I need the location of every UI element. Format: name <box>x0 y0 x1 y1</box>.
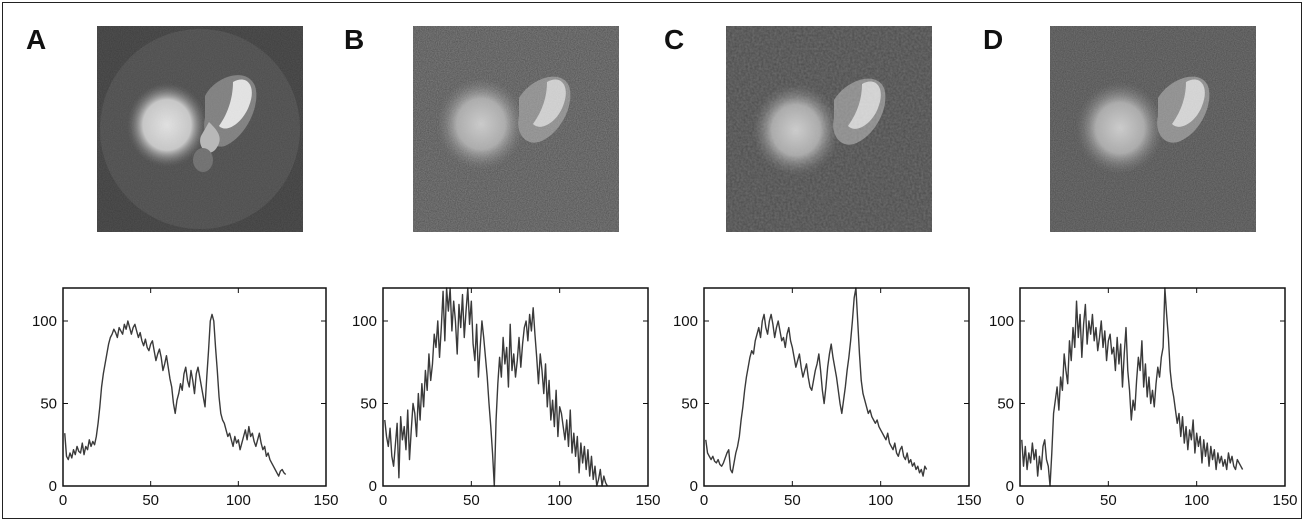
plot-d-xtick-label-3: 150 <box>1272 492 1297 509</box>
plot-c-xtick-label-1: 50 <box>784 492 801 509</box>
plot-d-xtick-label-1: 50 <box>1100 492 1117 509</box>
plot-b-ytick-label-0: 0 <box>369 478 377 495</box>
panel-label-d: D <box>983 24 1004 55</box>
plot-b-xtick-label-0: 0 <box>379 492 387 509</box>
plot-c-xtick-label-0: 0 <box>700 492 708 509</box>
plot-c-axes-box <box>703 287 970 487</box>
plot-a-xtick-label-2: 100 <box>226 492 251 509</box>
plot-d-xtick-label-2: 100 <box>1184 492 1209 509</box>
plot-c-ytick-label-2: 100 <box>673 313 698 330</box>
plot-d-ytick-label-0: 0 <box>1006 478 1014 495</box>
plot-d-line <box>1021 287 1244 487</box>
plot-d-axes-box <box>1019 287 1286 487</box>
plot-a-xtick-label-1: 50 <box>142 492 159 509</box>
plot-d-xtick-label-0: 0 <box>1016 492 1024 509</box>
plot-c-ytick-label-1: 50 <box>681 396 698 413</box>
plot-c-ytick-label-0: 0 <box>690 478 698 495</box>
plot-b-xtick-label-2: 100 <box>547 492 572 509</box>
plot-d-ytick-label-2: 100 <box>989 313 1014 330</box>
panel-label-b: B <box>344 24 365 55</box>
panel-label-a: A <box>26 24 47 55</box>
plot-a-xtick-label-0: 0 <box>59 492 67 509</box>
plot-c-line <box>705 287 928 477</box>
plot-b-ytick-label-1: 50 <box>360 396 377 413</box>
plot-a-ytick-label-0: 0 <box>49 478 57 495</box>
ct-image-c <box>726 26 932 232</box>
ct-image-d <box>1050 26 1256 232</box>
ct-image-a <box>97 26 303 232</box>
panel-label-c: C <box>664 24 685 55</box>
plot-a-line <box>64 313 287 477</box>
plot-b-ytick-label-2: 100 <box>352 313 377 330</box>
plot-b-xtick-label-3: 150 <box>635 492 660 509</box>
plot-b-line <box>384 287 608 487</box>
plot-b-xtick-label-1: 50 <box>463 492 480 509</box>
plot-a-ytick-label-2: 100 <box>32 313 57 330</box>
ct-image-b <box>413 26 619 232</box>
plot-b-axes-box <box>382 287 649 487</box>
plot-d-ytick-label-1: 50 <box>997 396 1014 413</box>
plot-c-xtick-label-3: 150 <box>956 492 981 509</box>
plot-a-ytick-label-1: 50 <box>40 396 57 413</box>
plot-c-xtick-label-2: 100 <box>868 492 893 509</box>
plot-a-xtick-label-3: 150 <box>313 492 338 509</box>
plot-a-axes-box <box>62 287 327 487</box>
